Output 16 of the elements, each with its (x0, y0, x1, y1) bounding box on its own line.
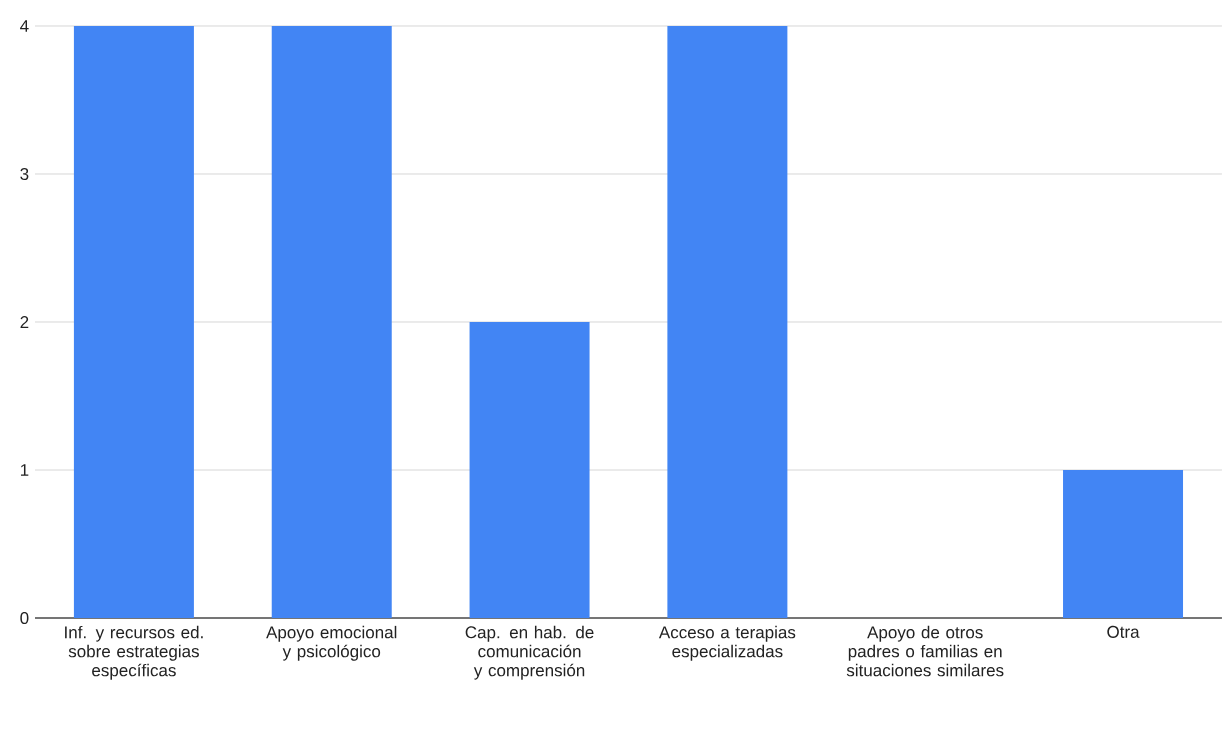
y-tick-label: 3 (20, 167, 29, 181)
x-tick-label: Cap. en hab. de comunicación y comprensión (465, 625, 594, 680)
y-tick-label: 0 (20, 611, 29, 625)
x-tick-label: Apoyo de otros padres o familias en situaciones similares (846, 625, 1004, 677)
x-tick-label: Otra (1107, 625, 1140, 638)
x-tick-label: Acceso a terapias especializadas (658, 625, 796, 661)
y-tick-label: 1 (20, 464, 29, 476)
bar (271, 25, 392, 618)
bar (667, 25, 788, 618)
bar (73, 25, 194, 618)
y-tick-label: 4 (20, 20, 29, 32)
x-tick-label: Apoyo emocional y psicológico (266, 625, 397, 661)
bar (469, 322, 590, 618)
bar (1063, 470, 1184, 618)
y-tick-label: 2 (20, 316, 29, 328)
x-tick-label: Inf. y recursos ed. sobre estrategias específicas (65, 625, 203, 680)
